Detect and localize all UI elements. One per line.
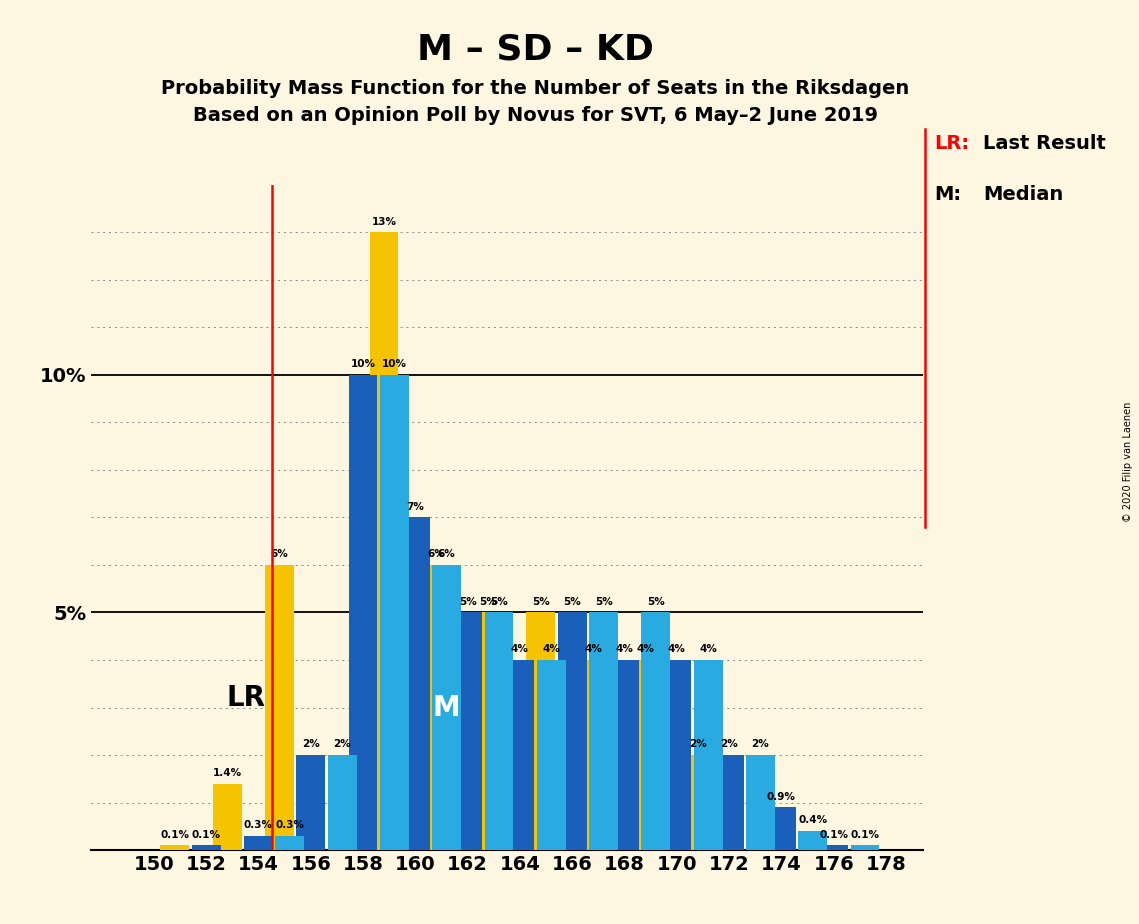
Bar: [369, 232, 399, 850]
Bar: [536, 660, 566, 850]
Bar: [244, 836, 273, 850]
Bar: [579, 660, 607, 850]
Text: 5%: 5%: [490, 597, 508, 607]
Bar: [589, 613, 618, 850]
Text: 0.1%: 0.1%: [191, 830, 221, 840]
Bar: [453, 613, 482, 850]
Bar: [851, 845, 879, 850]
Bar: [631, 660, 659, 850]
Text: 5%: 5%: [647, 597, 665, 607]
Text: 7%: 7%: [407, 502, 425, 512]
Bar: [641, 613, 671, 850]
Bar: [474, 613, 503, 850]
Bar: [611, 660, 639, 850]
Text: Probability Mass Function for the Number of Seats in the Riksdagen: Probability Mass Function for the Number…: [162, 79, 909, 98]
Text: 4%: 4%: [667, 644, 686, 654]
Bar: [401, 517, 429, 850]
Bar: [663, 660, 691, 850]
Text: 4%: 4%: [584, 644, 603, 654]
Text: 13%: 13%: [371, 216, 396, 226]
Bar: [328, 755, 357, 850]
Text: 5%: 5%: [459, 597, 476, 607]
Bar: [191, 845, 221, 850]
Text: 2%: 2%: [302, 739, 320, 749]
Text: 0.9%: 0.9%: [767, 792, 796, 802]
Bar: [161, 845, 189, 850]
Text: 0.1%: 0.1%: [819, 830, 849, 840]
Text: Based on an Opinion Poll by Novus for SVT, 6 May–2 June 2019: Based on an Opinion Poll by Novus for SV…: [192, 106, 878, 126]
Bar: [819, 845, 849, 850]
Bar: [296, 755, 326, 850]
Text: 2%: 2%: [720, 739, 738, 749]
Text: 4%: 4%: [615, 644, 633, 654]
Text: 6%: 6%: [270, 549, 288, 559]
Bar: [526, 613, 556, 850]
Text: 2%: 2%: [334, 739, 351, 749]
Text: Median: Median: [983, 185, 1063, 204]
Text: 5%: 5%: [480, 597, 498, 607]
Text: M: M: [433, 694, 460, 722]
Text: LR:: LR:: [934, 134, 969, 153]
Text: 4%: 4%: [511, 644, 528, 654]
Text: Last Result: Last Result: [983, 134, 1106, 153]
Text: 0.3%: 0.3%: [244, 821, 273, 830]
Text: 6%: 6%: [437, 549, 456, 559]
Bar: [433, 565, 461, 850]
Bar: [798, 831, 827, 850]
Text: 4%: 4%: [542, 644, 560, 654]
Text: 0.4%: 0.4%: [798, 815, 827, 825]
Text: 10%: 10%: [351, 359, 376, 370]
Text: 2%: 2%: [752, 739, 769, 749]
Bar: [349, 375, 377, 850]
Bar: [683, 755, 712, 850]
Bar: [714, 755, 744, 850]
Bar: [506, 660, 534, 850]
Bar: [558, 613, 587, 850]
Text: 4%: 4%: [699, 644, 718, 654]
Bar: [213, 784, 241, 850]
Text: 5%: 5%: [564, 597, 581, 607]
Text: 0.1%: 0.1%: [161, 830, 189, 840]
Bar: [276, 836, 304, 850]
Bar: [694, 660, 722, 850]
Text: 0.3%: 0.3%: [276, 821, 304, 830]
Text: © 2020 Filip van Laenen: © 2020 Filip van Laenen: [1123, 402, 1133, 522]
Text: 5%: 5%: [532, 597, 550, 607]
Text: 5%: 5%: [595, 597, 613, 607]
Text: M:: M:: [934, 185, 961, 204]
Text: 6%: 6%: [427, 549, 445, 559]
Text: 2%: 2%: [689, 739, 706, 749]
Bar: [767, 808, 796, 850]
Text: 10%: 10%: [382, 359, 407, 370]
Text: 4%: 4%: [637, 644, 655, 654]
Bar: [421, 565, 451, 850]
Text: LR: LR: [227, 684, 265, 712]
Bar: [265, 565, 294, 850]
Bar: [746, 755, 775, 850]
Text: M – SD – KD: M – SD – KD: [417, 32, 654, 67]
Bar: [380, 375, 409, 850]
Text: 1.4%: 1.4%: [213, 768, 241, 778]
Text: 0.1%: 0.1%: [851, 830, 879, 840]
Bar: [484, 613, 514, 850]
